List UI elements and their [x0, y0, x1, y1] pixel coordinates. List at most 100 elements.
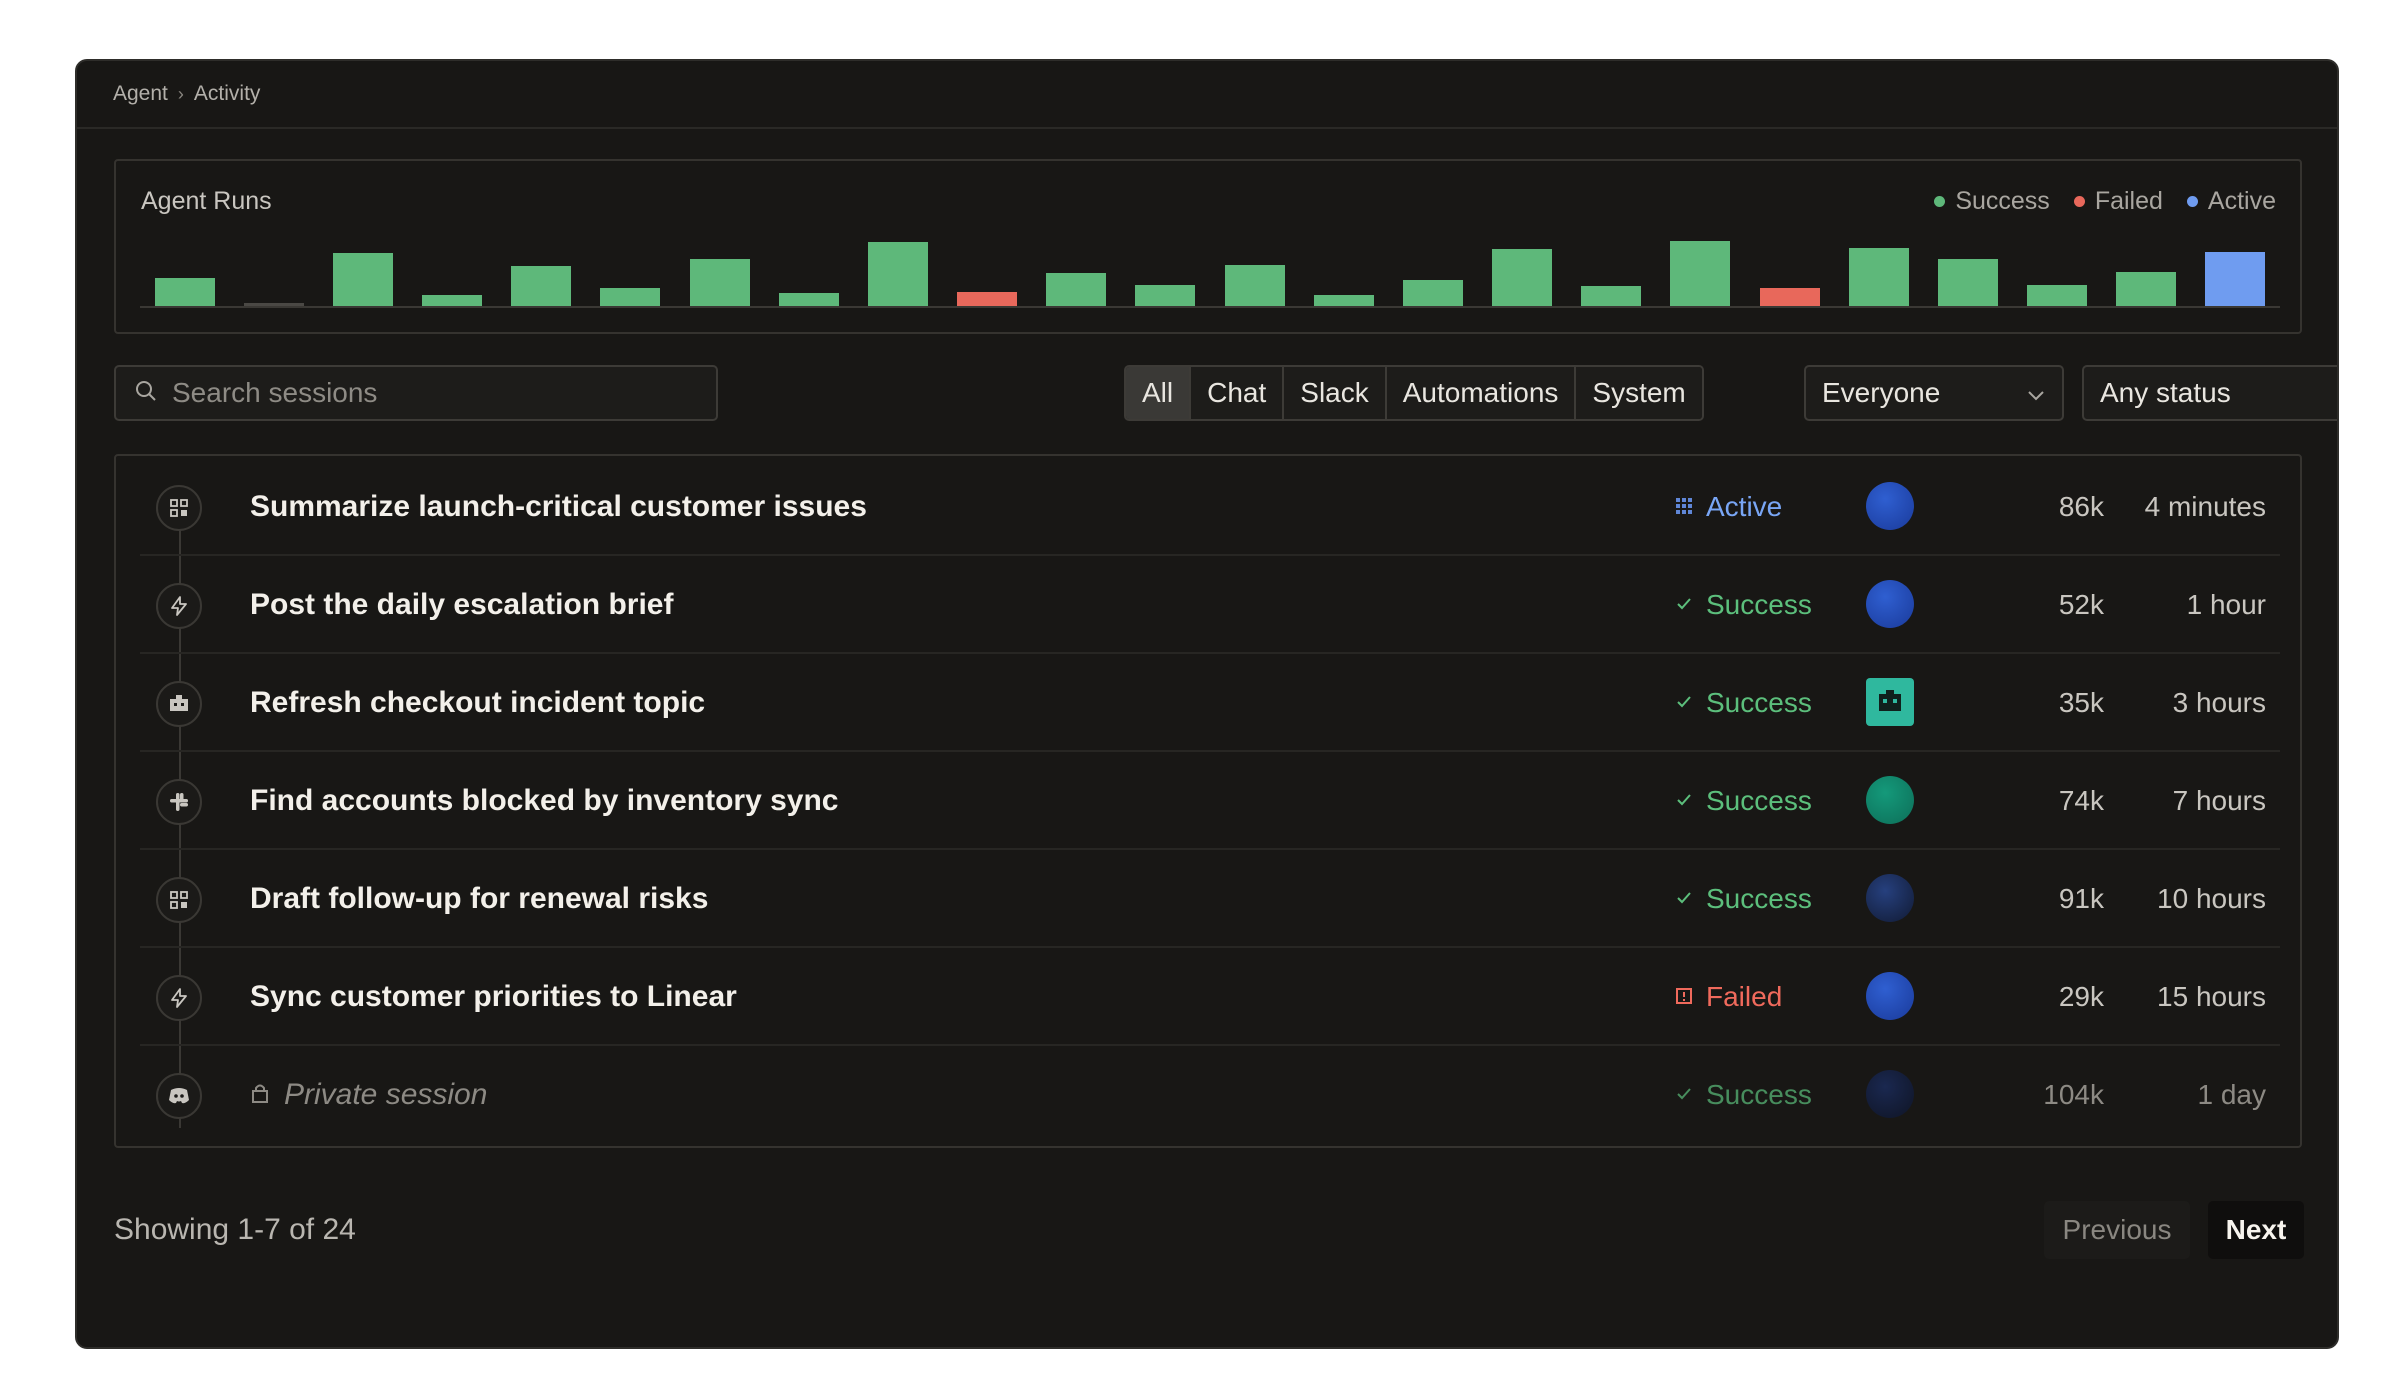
chart-bar[interactable]	[1046, 273, 1107, 306]
chart-bar[interactable]	[1492, 249, 1553, 306]
session-row[interactable]: Summarize launch-critical customer issue…	[140, 458, 2280, 556]
status-success-icon	[1674, 883, 1694, 915]
search-input[interactable]	[172, 377, 692, 409]
toolbar: All Chat Slack Automations System Everyo…	[114, 365, 2337, 421]
sessions-table: Summarize launch-critical customer issue…	[114, 454, 2302, 1148]
breadcrumb-activity: Activity	[193, 82, 261, 105]
filter-slack[interactable]: Slack	[1284, 367, 1387, 419]
chart-bar[interactable]	[511, 266, 572, 306]
chart-bar[interactable]	[867, 242, 928, 306]
chart-bar[interactable]	[1848, 247, 1909, 306]
chart-bar[interactable]	[332, 253, 393, 306]
chart-bar[interactable]	[778, 293, 839, 306]
token-count: 74k	[2058, 785, 2104, 816]
avatar	[1866, 776, 1914, 824]
timeline-line	[179, 530, 181, 1128]
session-title[interactable]: Find accounts blocked by inventory sync	[250, 784, 839, 817]
robot-icon	[156, 681, 202, 727]
status-badge: Success	[1674, 556, 1812, 654]
chart-bar[interactable]	[1937, 259, 1998, 306]
chart-bar[interactable]	[1670, 240, 1731, 306]
chart-bar[interactable]	[1224, 264, 1285, 306]
filter-automations[interactable]: Automations	[1386, 367, 1577, 419]
filter-system[interactable]: System	[1576, 367, 1702, 419]
status-badge: Success	[1674, 752, 1812, 850]
session-row[interactable]: Private session Success 104k 1 day	[140, 1046, 2280, 1144]
legend-active-dot	[2186, 196, 2198, 207]
avatar	[1866, 874, 1914, 922]
session-time: 4 minutes	[2144, 491, 2266, 522]
chart-bar[interactable]	[1135, 284, 1196, 306]
chart-bar[interactable]	[1313, 294, 1374, 306]
session-row[interactable]: Sync customer priorities to Linear Failed…	[140, 948, 2280, 1046]
chevron-down-icon	[2026, 377, 2046, 409]
next-button[interactable]: Next	[2208, 1201, 2304, 1259]
chart-bar[interactable]	[1759, 287, 1820, 306]
row-divider	[140, 750, 2280, 752]
discord-icon	[156, 1073, 202, 1119]
session-title[interactable]: Private session	[250, 1046, 487, 1144]
session-row[interactable]: Find accounts blocked by inventory sync S…	[140, 752, 2280, 850]
chart-bar[interactable]	[600, 287, 661, 306]
filter-all[interactable]: All	[1126, 367, 1192, 419]
status-badge: Failed	[1674, 948, 1782, 1046]
legend-failed-dot	[2073, 196, 2085, 207]
status-success-icon	[1674, 785, 1694, 817]
lightning-icon	[156, 583, 202, 629]
status-badge: Success	[1674, 850, 1812, 948]
session-title[interactable]: Refresh checkout incident topic	[250, 686, 706, 719]
session-row[interactable]: Draft follow-up for renewal risks Success…	[140, 850, 2280, 948]
chart-bar[interactable]	[154, 277, 215, 306]
status-select[interactable]: Any status	[2082, 365, 2337, 421]
row-divider	[140, 848, 2280, 850]
session-time: 3 hours	[2172, 687, 2266, 718]
status-failed-icon	[1674, 981, 1694, 1013]
legend-success-dot	[1934, 196, 1946, 207]
session-title[interactable]: Sync customer priorities to Linear	[250, 980, 737, 1013]
row-divider	[140, 652, 2280, 654]
breadcrumb-separator: ›	[177, 83, 184, 104]
chart-bar[interactable]	[957, 291, 1018, 306]
chart-bar[interactable]	[689, 259, 750, 306]
pagination-summary: Showing 1-7 of 24	[114, 1213, 356, 1246]
avatar	[1866, 580, 1914, 628]
agent-runs-chart: Agent Runs Success Failed Active	[114, 159, 2302, 334]
search-box[interactable]	[114, 365, 718, 421]
filter-chat[interactable]: Chat	[1191, 367, 1285, 419]
chart-bar[interactable]	[2116, 271, 2177, 306]
legend-success: Success	[1934, 187, 2050, 216]
session-time: 1 hour	[2186, 589, 2266, 620]
session-row[interactable]: Refresh checkout incident topic Success 35…	[140, 654, 2280, 752]
avatar	[1866, 1070, 1914, 1118]
owner-select[interactable]: Everyone	[1804, 365, 2064, 421]
grid-app-icon	[156, 877, 202, 923]
legend-failed: Failed	[2073, 187, 2163, 216]
legend-active: Active	[2186, 187, 2276, 216]
chart-bar[interactable]	[1402, 280, 1463, 306]
chart-bar[interactable]	[1581, 286, 1642, 306]
slack-icon	[156, 779, 202, 825]
avatar	[1866, 678, 1914, 726]
lightning-icon	[156, 975, 202, 1021]
breadcrumb-agent[interactable]: Agent	[113, 82, 168, 105]
previous-button[interactable]: Previous	[2044, 1201, 2190, 1259]
chart-bar[interactable]	[2027, 284, 2088, 306]
session-row[interactable]: Post the daily escalation brief Success 52…	[140, 556, 2280, 654]
session-time: 15 hours	[2157, 981, 2266, 1012]
session-title[interactable]: Post the daily escalation brief	[250, 588, 674, 621]
status-success-icon	[1674, 687, 1694, 719]
chart-bar[interactable]	[422, 294, 483, 306]
row-divider	[140, 554, 2280, 556]
session-time: 1 day	[2197, 1079, 2267, 1110]
token-count: 29k	[2058, 981, 2104, 1012]
token-count: 91k	[2058, 883, 2104, 914]
chart-bar[interactable]	[2205, 252, 2266, 306]
token-count: 52k	[2058, 589, 2104, 620]
status-active-icon	[1674, 491, 1694, 523]
chart-bar[interactable]	[243, 303, 304, 306]
session-title[interactable]: Draft follow-up for renewal risks	[250, 882, 709, 915]
status-success-icon	[1674, 589, 1694, 621]
robot-icon	[1879, 690, 1901, 711]
session-title[interactable]: Summarize launch-critical customer issue…	[250, 490, 867, 523]
activity-window: Agent › Activity Agent Runs Success Fail…	[75, 59, 2339, 1349]
